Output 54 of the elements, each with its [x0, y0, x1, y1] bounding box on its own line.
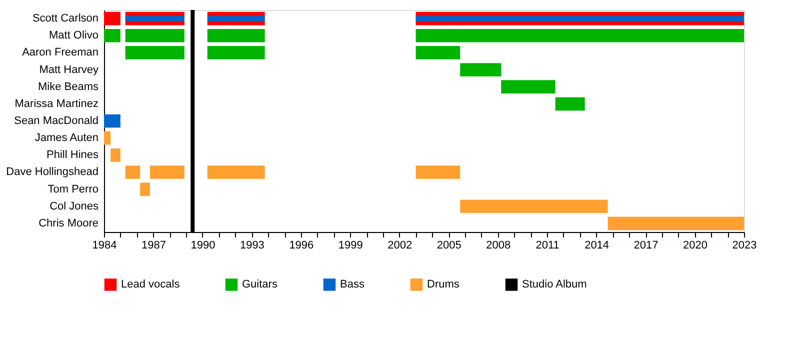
x-tick-label: 1996 [289, 240, 314, 252]
x-tick-label: 2002 [388, 240, 412, 252]
bar [110, 148, 120, 162]
bar [125, 46, 184, 60]
legend-label: Bass [340, 278, 365, 291]
legend-label: Lead vocals [121, 278, 180, 291]
y-tick-label: Scott Carlson [32, 12, 98, 25]
y-tick-label: Chris Moore [38, 217, 98, 230]
legend-label: Drums [427, 278, 460, 291]
bar [608, 216, 744, 230]
x-tick-label: 1993 [240, 240, 264, 252]
bar [501, 80, 556, 94]
x-tick-label: 2011 [536, 240, 560, 252]
bar [104, 12, 120, 26]
x-tick-label: 1984 [92, 240, 117, 252]
y-tick-label: Tom Perro [48, 183, 98, 196]
bar [207, 28, 265, 42]
bar [125, 166, 140, 179]
x-tick-label: 1999 [338, 240, 363, 252]
bar [416, 16, 744, 22]
x-tick-label: 2008 [486, 240, 511, 252]
x-tick-label: 1990 [190, 240, 216, 252]
bar [207, 16, 265, 22]
x-tick-label: 2017 [634, 240, 658, 252]
bar [460, 200, 608, 214]
bar [416, 46, 460, 60]
y-tick-label: Col Jones [50, 200, 99, 212]
y-tick-label: Marissa Martinez [14, 98, 98, 110]
bar [104, 28, 120, 42]
bar [460, 63, 502, 76]
y-tick-label: Mike Beams [38, 80, 99, 93]
x-tick-label: 2020 [683, 240, 708, 252]
y-tick-label: James Auten [34, 132, 98, 144]
x-tick-label: 2014 [584, 240, 610, 252]
x-tick-label: 2023 [732, 240, 757, 252]
bar [207, 166, 265, 179]
x-tick-label: 1987 [141, 240, 166, 252]
bar [104, 131, 111, 145]
y-tick-label: Dave Hollingshead [6, 166, 98, 178]
bar [416, 166, 460, 179]
bar [555, 97, 585, 111]
bar [140, 182, 150, 196]
bar [207, 46, 265, 60]
y-tick-label: Matt Harvey [39, 64, 99, 76]
legend-label: Studio Album [522, 278, 587, 291]
x-tick-label: 2005 [436, 240, 462, 252]
y-tick-label: Sean MacDonald [14, 115, 98, 127]
y-tick-label: Aaron Freeman [22, 46, 98, 59]
bar [150, 166, 184, 179]
bar [416, 28, 744, 42]
bar [125, 28, 184, 42]
legend-label: Guitars [242, 278, 278, 291]
y-tick-label: Phill Hines [46, 149, 99, 162]
y-tick-label: Matt Olivo [48, 30, 98, 42]
